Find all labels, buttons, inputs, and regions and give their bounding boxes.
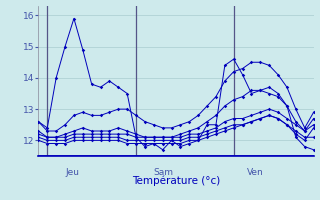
Text: Sam: Sam (154, 168, 174, 177)
X-axis label: Température (°c): Température (°c) (132, 175, 220, 186)
Text: Ven: Ven (247, 168, 264, 177)
Text: Jeu: Jeu (65, 168, 79, 177)
